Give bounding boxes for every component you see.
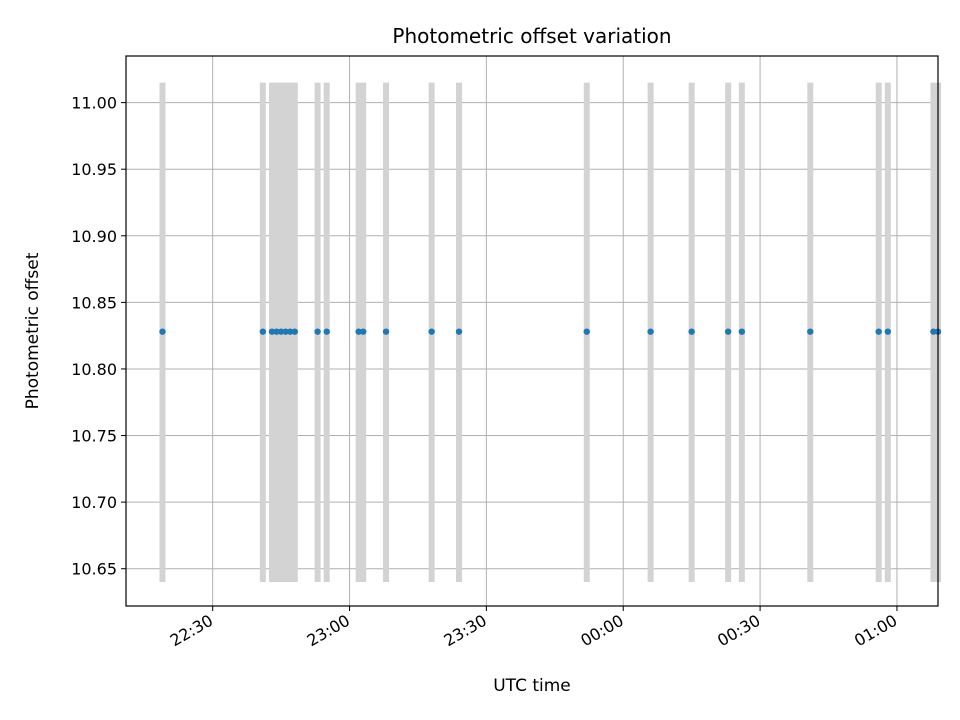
data-point	[688, 328, 695, 335]
data-point	[807, 328, 814, 335]
y-tick-label: 11.00	[71, 94, 117, 113]
data-point	[159, 328, 166, 335]
plot-frame	[125, 55, 939, 607]
y-tick-label: 10.65	[71, 560, 117, 579]
data-point	[323, 328, 330, 335]
data-point	[455, 328, 463, 335]
y-tick-label: 10.70	[71, 493, 117, 512]
data-point	[277, 328, 285, 335]
y-axis: 10.65 10.70 10.75 10.80 10.85 10.90 10.95 11.00	[71, 94, 126, 579]
y-tick-label: 10.95	[71, 160, 117, 179]
data-point	[738, 328, 746, 335]
y-axis-label: Photometric offset	[23, 252, 43, 409]
y-tick-label: 10.90	[71, 227, 117, 246]
data-point	[273, 328, 280, 335]
y-tick-label: 10.85	[71, 293, 117, 312]
data-point	[724, 328, 732, 335]
y-tick-label: 10.80	[71, 360, 117, 379]
data-point	[428, 328, 435, 335]
data-point	[287, 328, 294, 335]
x-axis-label: UTC time	[493, 676, 571, 696]
chart-title: Photometric offset variation	[392, 24, 671, 48]
data-point	[647, 328, 654, 335]
data-point	[360, 328, 367, 335]
data-point	[268, 328, 276, 335]
data-point	[314, 328, 321, 335]
data-point	[355, 328, 362, 335]
data-point	[930, 328, 937, 335]
data-point	[291, 328, 298, 335]
data-point	[259, 328, 267, 335]
data-point	[884, 328, 892, 335]
data-point	[875, 328, 882, 335]
y-tick-label: 10.75	[71, 427, 117, 446]
data-point	[282, 328, 289, 335]
data-point	[382, 328, 390, 335]
data-points	[159, 328, 942, 335]
data-point	[583, 328, 590, 335]
